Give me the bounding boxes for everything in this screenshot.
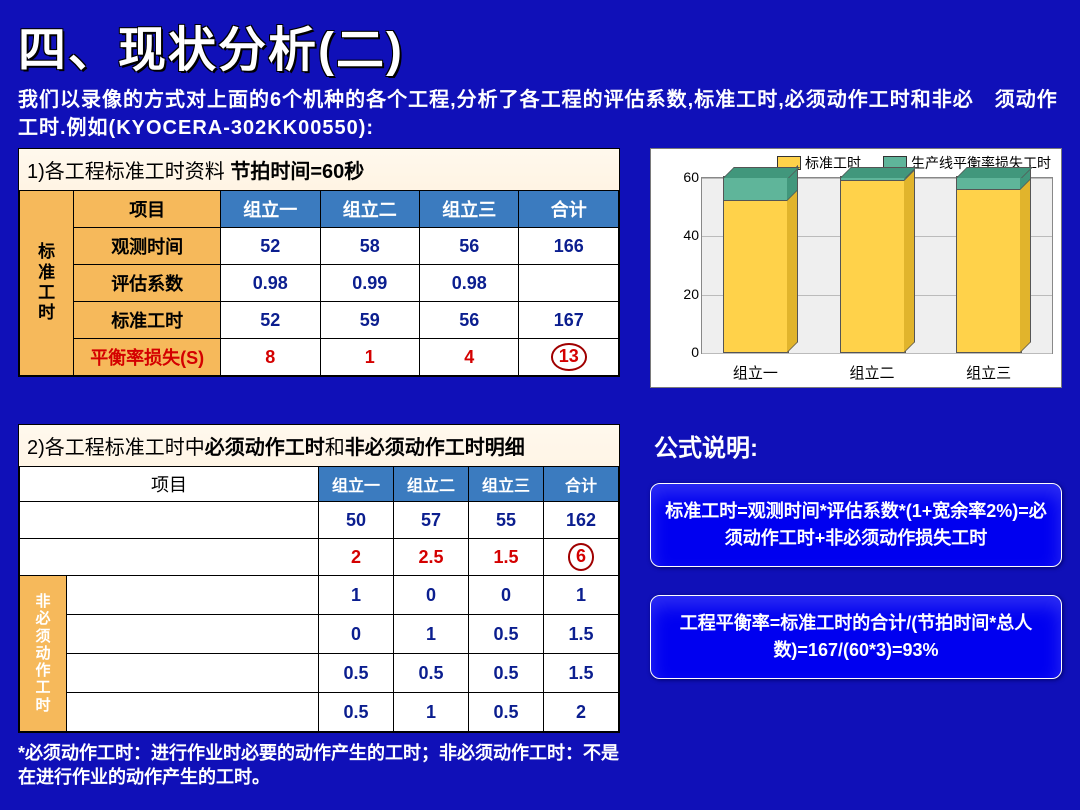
panel-2: 2)各工程标准工时中必须动作工时和非必须动作工时明细 项目组立一组立二组立三合计… [18,424,620,733]
footnote: *必须动作工时：进行作业时必要的动作产生的工时；非必须动作工时：不是在进行作业的… [18,741,620,790]
panel-2-caption: 2)各工程标准工时中必须动作工时和非必须动作工时明细 [19,425,619,466]
balance-chart: 标准工时生产线平衡率损失工时 0204060组立一组立二组立三 [650,148,1062,388]
table-motion-time: 项目组立一组立二组立三合计必须动作工时505755162非必须动作工时22.51… [19,466,619,732]
panel-1: 1)各工程标准工时资料 节拍时间=60秒 标准工时项目组立一组立二组立三合计观测… [18,148,620,377]
formula-box-2: 工程平衡率=标准工时的合计/(节拍时间*总人数)=167/(60*3)=93% [650,595,1062,679]
intro-text: 我们以录像的方式对上面的6个机种的各个工程,分析了各工程的评估系数,标准工时,必… [18,86,1062,142]
formula-box-1: 标准工时=观测时间*评估系数*(1+宽余率2%)=必须动作工时+非必须动作损失工… [650,483,1062,567]
panel-1-caption: 1)各工程标准工时资料 节拍时间=60秒 [19,149,619,190]
table-std-time: 标准工时项目组立一组立二组立三合计观测时间525856166评估系数0.980.… [19,190,619,376]
slide-title: 四、现状分析(二) [18,10,1062,80]
formula-title: 公式说明: [654,428,1062,463]
